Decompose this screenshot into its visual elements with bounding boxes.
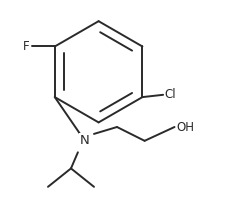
Text: OH: OH — [177, 120, 195, 134]
Text: N: N — [80, 134, 90, 147]
Text: F: F — [23, 40, 29, 53]
Text: Cl: Cl — [164, 88, 176, 101]
